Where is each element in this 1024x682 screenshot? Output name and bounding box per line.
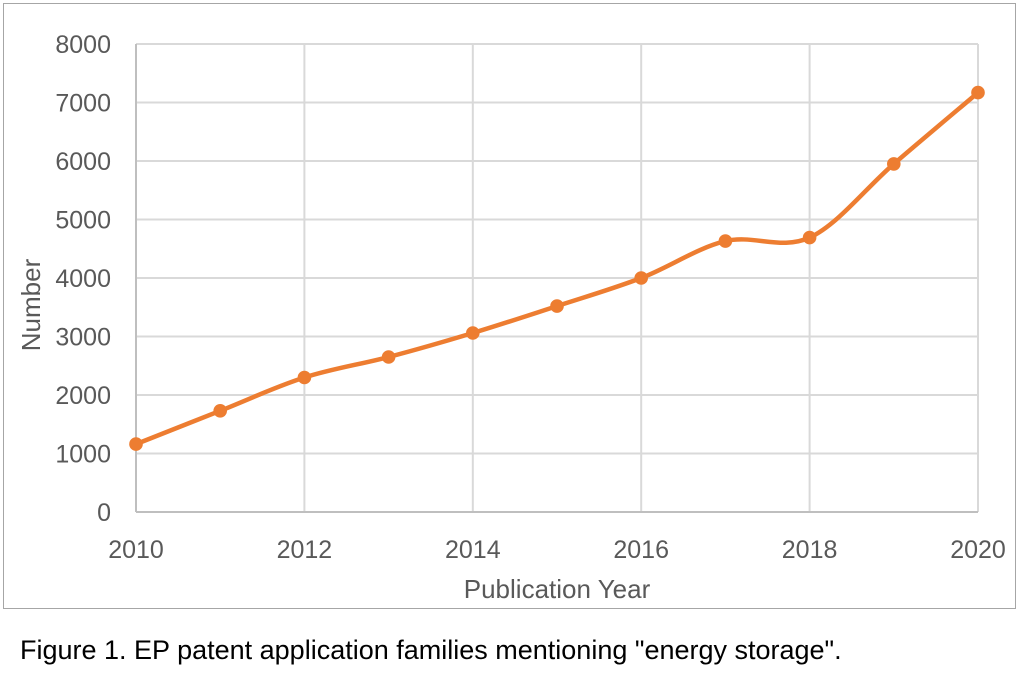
y-tick-label: 6000 [55,148,111,176]
data-point-marker [381,350,396,364]
series-line [133,90,981,447]
data-point-marker [466,326,480,340]
data-point-marker [213,404,227,418]
y-tick-label: 8000 [55,31,111,59]
y-tick-label: 2000 [55,382,111,410]
x-tick-label: 2012 [277,536,333,564]
data-point-marker [802,230,817,245]
data-point-marker [718,234,733,248]
y-tick-label: 4000 [55,265,111,293]
data-point-marker [971,85,985,100]
y-axis-title: Number [16,258,46,352]
x-tick-label: 2014 [445,536,501,564]
x-tick-label: 2016 [613,536,669,564]
y-tick-label: 0 [97,499,111,527]
y-tick-label: 1000 [55,441,111,469]
data-point-marker [634,271,648,285]
data-point-marker [297,370,312,385]
data-point-marker [550,299,564,313]
chart-figure: 0 1000 2000 3000 4000 5000 6000 7000 8000 2010 201… [3,3,1016,609]
y-tick-label: 3000 [55,324,111,352]
x-axis-title: Publication Year [463,574,651,604]
data-point-marker [129,437,143,451]
y-tick-label: 7000 [55,90,111,118]
x-tick-label: 2018 [782,536,838,564]
chart-svg: 0 1000 2000 3000 4000 5000 6000 7000 8000 2010 201… [55,31,1006,564]
figure-caption: Figure 1. EP patent application families… [20,635,842,665]
y-tick-label: 5000 [55,207,111,235]
x-tick-label: 2020 [950,536,1006,564]
data-point-marker [887,157,901,171]
x-tick-label: 2010 [108,536,164,564]
